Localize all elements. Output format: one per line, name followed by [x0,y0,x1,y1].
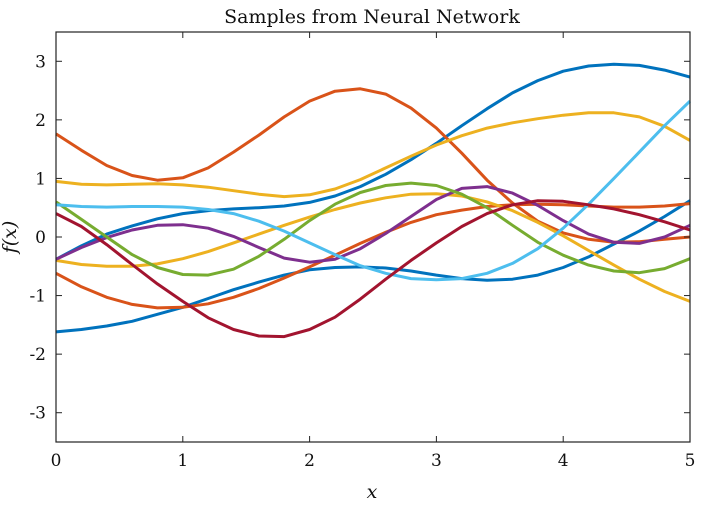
series-layer [55,62,692,339]
y-tick-label-0: 0 [35,228,46,248]
y-tick-label--2: -2 [29,345,46,365]
y-axis-label: f(x) [0,221,21,256]
y-tick-label--3: -3 [29,404,46,424]
y-tick-label--1: -1 [29,287,46,307]
x-tick-label-3: 3 [431,451,442,471]
x-tick-label-5: 5 [685,451,696,471]
y-tick-label-1: 1 [35,169,46,189]
series-line-9 [55,100,692,282]
x-tick-label-0: 0 [51,451,62,471]
chart-title: Samples from Neural Network [224,6,520,28]
series-line-8 [55,181,691,277]
series-line-1 [55,199,691,334]
y-tick-label-3: 3 [35,52,46,72]
ticks-layer: 0 1 2 3 4 5 -3 -2 -1 0 1 2 3 [29,32,695,471]
series-line-2 [55,62,691,261]
series-line-6 [55,192,691,303]
series-line-7 [55,185,691,264]
plot-frame [55,31,691,443]
series-line-4 [55,202,691,310]
x-tick-label-2: 2 [304,451,315,471]
series-line-5 [55,111,691,199]
x-tick-label-1: 1 [177,451,188,471]
series-line-3 [55,87,691,244]
x-axis-label: x [367,481,378,503]
series-line-10 [55,199,691,339]
y-tick-label-2: 2 [35,111,46,131]
x-tick-label-4: 4 [558,451,569,471]
